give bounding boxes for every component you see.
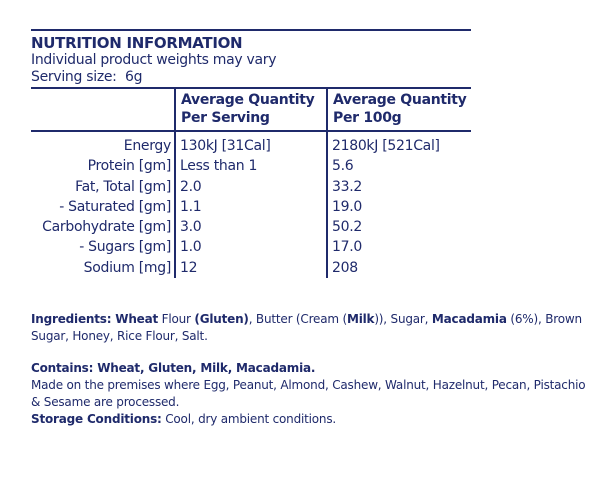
table-row: Protein [gm] Less than 1 5.6	[31, 156, 471, 177]
serving-label: Serving size:	[31, 69, 117, 85]
per-serving-value: 12	[174, 257, 327, 279]
product-notes: Ingredients: Wheat Flour (Gluten), Butte…	[31, 311, 591, 428]
ingredient-text: )), Sugar,	[374, 312, 432, 326]
per-100g-value: 2180kJ [521Cal]	[326, 131, 471, 157]
per-100g-value: 33.2	[326, 176, 471, 197]
nutrient-label: Sodium [mg]	[83, 259, 172, 276]
ingredient-text: Macadamia	[431, 312, 507, 326]
nutrient-label: - Sugars [gm]	[79, 239, 171, 256]
table-row: - Saturated [gm] 1.1 19.0	[31, 196, 471, 218]
ingredient-text: (6%), Brown Sugar, Honey, Rice Flour, Sa…	[31, 312, 582, 343]
storage: Storage Conditions: Cool, dry ambient co…	[31, 412, 336, 426]
per-100g-value: 50.2	[326, 217, 471, 238]
nutrition-table: Average Quantity Per Serving Average Quan…	[31, 87, 471, 279]
per-serving-value: 1.0	[174, 237, 327, 258]
ingredient-text: , Butter (Cream (	[248, 312, 347, 326]
contains: Contains: Wheat, Gluten, Milk, Macadamia…	[31, 361, 316, 375]
serving-value: 6g	[125, 69, 143, 85]
per-serving-value: 130kJ [31Cal]	[174, 131, 327, 157]
panel-title: NUTRITION INFORMATION	[31, 34, 243, 52]
per-100g-header: Average Quantity Per 100g	[326, 88, 471, 131]
table-row: Carbohydrate [gm] 3.0 50.2	[31, 217, 471, 238]
per-serving-value: 1.1	[174, 196, 327, 218]
per-100g-value: 5.6	[326, 156, 471, 177]
table-row: - Sugars [gm] 1.0 17.0	[31, 237, 471, 258]
nutrient-label: Protein [gm]	[87, 158, 172, 175]
ingredient-text: Flour	[158, 312, 195, 326]
nutrient-label: Energy	[123, 138, 172, 154]
serving-size: Serving size: 6g	[31, 69, 471, 86]
ingredients: Ingredients: Wheat Flour (Gluten), Butte…	[31, 311, 591, 345]
blank-header	[31, 88, 175, 131]
per-serving-value: 2.0	[174, 176, 327, 197]
nutrition-panel: NUTRITION INFORMATION Individual product…	[31, 29, 471, 279]
nutrient-label: - Saturated [gm]	[59, 198, 171, 215]
nutrient-label: Fat, Total [gm]	[75, 178, 171, 195]
ingredient-text: Milk	[346, 312, 375, 326]
divider	[31, 29, 471, 31]
table-row: Sodium [mg] 12 208	[31, 257, 471, 279]
nutrient-label: Carbohydrate [gm]	[42, 219, 171, 236]
ingredient-text: (Gluten)	[194, 312, 249, 326]
per-100g-value: 19.0	[326, 196, 471, 218]
table-header: Average Quantity Per Serving Average Quan…	[31, 88, 471, 131]
per-serving-value: Less than 1	[174, 156, 327, 177]
per-serving-header: Average Quantity Per Serving	[174, 88, 327, 131]
premises-note: Made on the premises where Egg, Peanut, …	[31, 378, 586, 409]
table-row: Energy 130kJ [31Cal] 2180kJ [521Cal]	[31, 131, 471, 157]
per-100g-value: 208	[326, 257, 471, 279]
ingredient-text: Ingredients: Wheat	[31, 312, 159, 326]
per-100g-value: 17.0	[326, 237, 471, 258]
weight-note: Individual product weights may vary	[31, 52, 277, 68]
table-row: Fat, Total [gm] 2.0 33.2	[31, 176, 471, 197]
per-serving-value: 3.0	[174, 217, 327, 238]
